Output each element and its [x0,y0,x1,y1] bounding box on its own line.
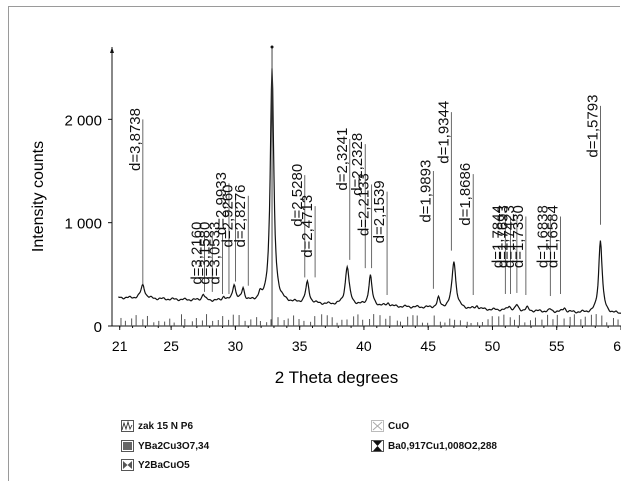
xrd-chart: 0 1 000 2 000 21 25 30 35 40 45 50 55 60 2 Theta deg… [30,45,621,387]
d-spacing-label: d=3,1580 [196,222,213,285]
legend-label: YBa2Cu3O7,34 [138,440,210,452]
d-spacing-label: d=2,1539 [371,180,388,243]
legend-item-ybco: YBa2Cu3O7,34 [121,440,209,452]
y-axis-arrow [110,47,114,53]
y-tick-label: 1 000 [64,216,102,233]
d-spacing-label: d=1,5793 [584,95,601,158]
legend-item-y211: Y2BaCuO5 [121,459,190,471]
legend-item-cuo: CuO [371,420,409,432]
y-tick-label: 0 [94,319,102,336]
d-spacing-label: d=1,8686 [457,163,474,226]
d-spacing-label: d=1,7423 [501,205,518,268]
filled-square-icon [121,440,134,452]
x-tick-label: 45 [420,338,436,354]
d-spacing-label: d=1,7844 [489,205,506,268]
diffraction-pattern-line [118,68,621,314]
x-tick-label: 60 [613,338,621,354]
d-spacing-label: d=3,0533 [207,222,224,285]
legend-label: zak 15 N P6 [138,420,194,432]
x-tick-label: 21 [112,338,128,354]
d-spacing-label: d=2,9933 [213,172,230,235]
legend-label: Y2BaCuO5 [138,459,190,471]
d-spacing-label: d=2,2133 [356,173,373,236]
d-spacing-label: d=2,8276 [232,184,249,247]
d-spacing-label: d=3,2160 [189,222,206,285]
x-tick-label: 50 [485,338,501,354]
x-tick-label: 25 [163,338,179,354]
legend-item-pattern: zak 15 N P6 [121,420,193,432]
d-spacing-label: d=1,9344 [435,101,452,164]
d-spacing-label: d=1,7693 [494,205,511,268]
d-spacing-label: d=1,9893 [417,160,434,223]
x-tick-label: 35 [292,338,308,354]
d-spacing-label: d=2,2328 [349,133,366,196]
x-tick-label: 40 [356,338,372,354]
d-spacing-label: d=2,5280 [289,164,306,227]
legend-label: Ba0,917Cu1,008O2,288 [388,440,497,452]
x-tick-label: 30 [228,338,244,354]
pattern-wave-icon [121,420,134,432]
x-axis-title: 2 Theta degrees [275,368,399,387]
cross-box-icon [371,420,384,432]
d-spacing-label: d=1,6838 [534,205,551,268]
d-spacing-label: d=3,8738 [127,108,144,171]
d-spacing-label: d=2,9260 [219,184,236,247]
d-spacing-label: d=1,7330 [510,205,527,268]
hourglass-icon [371,440,384,452]
y-tick-label: 2 000 [64,112,102,129]
d-spacing-label: d=2,3241 [334,128,351,191]
main-peak-marker-dot [270,45,274,49]
legend-label: CuO [388,420,410,432]
y-axis-title: Intensity counts [30,141,47,252]
x-tick-label: 55 [549,338,565,354]
d-spacing-label: d=1,6584 [545,205,562,268]
bowtie-icon [121,459,134,471]
chart-frame: 0 1 000 2 000 21 25 30 35 40 45 50 55 60 2 Theta deg… [8,6,621,481]
legend-item-bacuo: Ba0,917Cu1,008O2,288 [371,440,497,452]
d-spacing-label: d=2,4713 [299,195,316,258]
